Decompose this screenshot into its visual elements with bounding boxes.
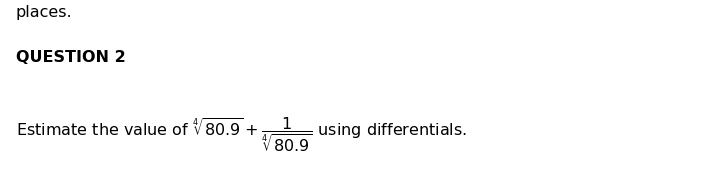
Text: places.: places. [16,5,72,20]
Text: QUESTION 2: QUESTION 2 [16,50,125,65]
Text: Estimate the value of $\sqrt[4]{80.9} + \dfrac{1}{\sqrt[4]{80.9}}$ using differe: Estimate the value of $\sqrt[4]{80.9} + … [16,116,467,154]
